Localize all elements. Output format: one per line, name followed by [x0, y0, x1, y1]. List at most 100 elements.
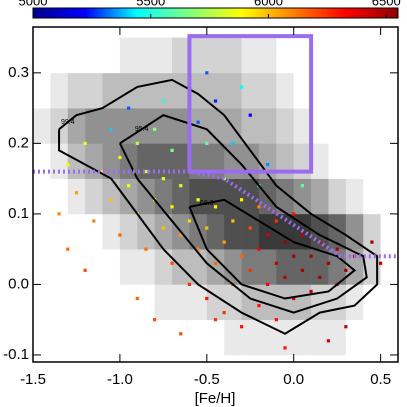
density-cell	[137, 319, 155, 356]
colorbar: 5000 5500 6000 6500	[19, 0, 401, 19]
density-cell	[50, 249, 69, 285]
scatter-point	[144, 247, 148, 251]
density-cell	[102, 319, 121, 356]
density-cell	[67, 108, 86, 144]
density-cell	[363, 178, 381, 215]
scatter-point	[100, 169, 105, 174]
cut-line	[33, 169, 398, 259]
density-cell	[328, 143, 347, 179]
scatter-point	[92, 219, 96, 223]
density-cell	[380, 213, 398, 250]
scatter-point	[274, 261, 278, 265]
scatter-point	[266, 282, 270, 287]
density-cell	[206, 284, 225, 320]
density-cell	[345, 108, 364, 144]
density-cell	[85, 108, 103, 144]
density-cell	[293, 178, 312, 215]
scatter-point	[170, 148, 174, 153]
density-cell	[241, 319, 260, 356]
density-cell	[328, 319, 347, 356]
density-cell	[293, 37, 312, 74]
density-cell	[33, 319, 51, 356]
scatter-point	[126, 184, 131, 188]
scatter-point	[248, 226, 252, 230]
density-cell	[345, 213, 364, 250]
density-cell	[345, 72, 364, 109]
density-cell	[119, 178, 138, 215]
density-cell	[345, 284, 364, 320]
density-cell	[50, 213, 69, 250]
scatter-point	[179, 332, 183, 336]
density-cell	[67, 213, 86, 250]
density-cell	[154, 319, 173, 356]
scatter-point	[205, 226, 209, 230]
density-cell	[50, 108, 69, 144]
density-cell	[67, 249, 86, 285]
density-cell	[189, 178, 208, 215]
density-cell	[102, 37, 121, 74]
density-cell	[241, 143, 260, 179]
density-cell	[154, 213, 173, 250]
density-cell	[276, 178, 295, 215]
density-cell	[293, 72, 312, 109]
density-cell	[293, 319, 312, 356]
density-cell	[85, 178, 103, 215]
scatter-point	[370, 240, 374, 244]
density-cell	[67, 143, 86, 179]
colorbar-tick-label: 5000	[19, 0, 48, 8]
density-cell	[363, 213, 381, 250]
scatter-point	[257, 303, 261, 308]
density-cell	[328, 37, 347, 74]
scatter-point	[213, 261, 218, 265]
density-cell	[206, 249, 225, 285]
density-cell	[345, 319, 364, 356]
density-cell	[224, 249, 242, 285]
density-cell	[363, 319, 381, 356]
scatter-point	[222, 311, 226, 315]
density-cell	[102, 108, 121, 144]
density-cell	[85, 284, 103, 320]
density-cell	[85, 37, 103, 74]
density-cell	[172, 178, 190, 215]
density-cell	[363, 37, 381, 74]
contour-label: 99.4	[61, 119, 75, 126]
scatter-point	[170, 261, 174, 265]
density-cell	[33, 37, 51, 74]
x-tick-label: -1.5	[20, 371, 46, 388]
density-cell	[224, 213, 242, 250]
density-cell	[206, 319, 225, 356]
density-cell	[137, 72, 155, 109]
scatter-point	[83, 141, 87, 145]
density-cell	[380, 319, 398, 356]
contour-line	[119, 114, 368, 314]
density-cell	[33, 249, 51, 285]
scatter-point	[196, 198, 200, 202]
colorbar-tick-label: 6000	[254, 0, 283, 8]
density-cell	[154, 284, 173, 320]
density-cell	[311, 178, 329, 215]
density-cell	[345, 143, 364, 179]
x-axis-label: [Fe/H]	[195, 390, 236, 407]
x-tick-label: 0.5	[370, 371, 391, 388]
scatter-point	[326, 261, 331, 265]
density-cell	[276, 37, 295, 74]
density-cell	[189, 37, 208, 74]
density-cell	[293, 143, 312, 179]
density-cell	[311, 72, 329, 109]
density-cell	[328, 108, 347, 144]
density-cell	[363, 72, 381, 109]
density-cell	[241, 37, 260, 74]
scatter-point	[292, 212, 296, 216]
density-cell	[102, 213, 121, 250]
density-cell	[224, 37, 242, 74]
density-cell	[380, 37, 398, 74]
scatter-point	[179, 184, 183, 188]
density-cell	[206, 37, 225, 74]
scatter-point	[118, 155, 122, 160]
scatter-point	[239, 325, 244, 329]
scatter-point	[344, 325, 348, 329]
density-cell	[67, 72, 86, 109]
colorbar-gradient	[32, 7, 399, 19]
density-cell	[328, 284, 347, 320]
x-tick-label: -0.5	[194, 371, 220, 388]
